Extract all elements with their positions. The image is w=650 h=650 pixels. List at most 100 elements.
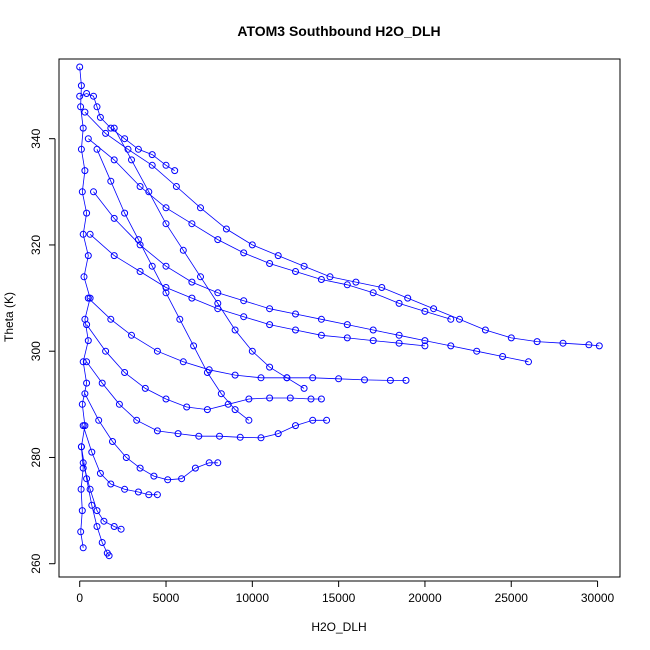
data-point [98,379,106,387]
data-point [188,220,196,228]
series-upper-band [84,135,455,323]
y-tick-label: 320 [29,235,43,255]
data-point [86,230,94,238]
data-point [283,374,291,382]
data-point [216,432,223,440]
series-line [96,149,250,421]
data-point [245,395,253,403]
data-point [122,454,130,461]
data-point [141,384,149,392]
data-point [128,331,135,339]
data-point [240,313,248,321]
data-point [133,416,141,424]
series-line [84,111,600,347]
series-line [88,297,406,381]
data-point [421,342,429,350]
data-point [93,523,101,530]
series-lower-band-1 [83,321,325,414]
series-line [88,138,451,320]
x-tick-label: 5000 [153,591,180,605]
series-line [93,191,529,363]
data-point [300,384,308,392]
data-point [447,315,455,323]
data-point [83,90,91,97]
data-point [121,209,129,217]
data-point [76,92,84,100]
x-tick-label: 15000 [322,591,356,605]
data-point [245,416,253,424]
data-point [307,395,315,403]
data-point [162,161,170,169]
data-point [162,204,170,212]
data-point [148,161,156,169]
data-point [335,375,343,383]
data-point [77,82,85,90]
data-point [148,262,156,270]
data-point [317,276,325,283]
data-point [585,341,593,349]
data-point [402,376,410,384]
data-point [81,422,89,430]
data-point [197,273,204,281]
data-point [95,416,103,424]
data-point [93,103,101,111]
data-point [343,321,351,329]
chart-title: ATOM3 Southbound H2O_DLH [237,23,440,39]
plot-frame [58,58,621,578]
data-point [90,188,97,196]
y-tick-label: 280 [29,447,43,467]
data-point [507,334,515,342]
series-line [84,393,218,481]
data-point [84,337,92,345]
data-point [107,315,115,323]
data-point [317,331,325,339]
data-point [77,528,85,536]
data-point [266,305,274,313]
data-point [88,448,96,456]
data-point [96,469,104,477]
data-point [136,268,144,275]
data-point [286,394,294,402]
data-point [214,289,222,297]
data-point [292,422,299,430]
data-point [162,262,170,270]
series-lower-band-2 [83,358,331,442]
data-point [274,430,282,438]
data-point [361,376,368,384]
data-point [136,183,144,190]
data-point [525,358,532,366]
data-point [300,262,308,270]
data-point [93,145,101,153]
data-point [266,321,274,329]
data-point [128,156,135,164]
data-point [179,246,187,254]
data-point [266,260,274,267]
data-point [93,507,101,515]
data-point [533,338,541,346]
data-point [110,124,118,132]
data-point [421,337,429,345]
data-point [174,430,182,438]
data-point [222,225,230,233]
data-point [456,315,463,323]
data-point [77,145,85,153]
series-line [86,361,327,439]
data-point [102,347,110,355]
data-point [84,252,92,260]
series-lower-band-4 [79,422,161,499]
data-point [292,326,299,334]
data-point [176,315,184,323]
data-point [121,135,129,143]
data-point [136,464,144,472]
data-point [115,400,123,408]
data-point [369,326,377,334]
data-point [81,315,89,323]
data-point [150,472,158,480]
data-point [317,315,325,323]
data-point [214,236,222,244]
data-point [78,188,86,196]
data-point [148,151,156,159]
series-main-tongue-top [81,108,603,350]
data-point [84,135,92,143]
